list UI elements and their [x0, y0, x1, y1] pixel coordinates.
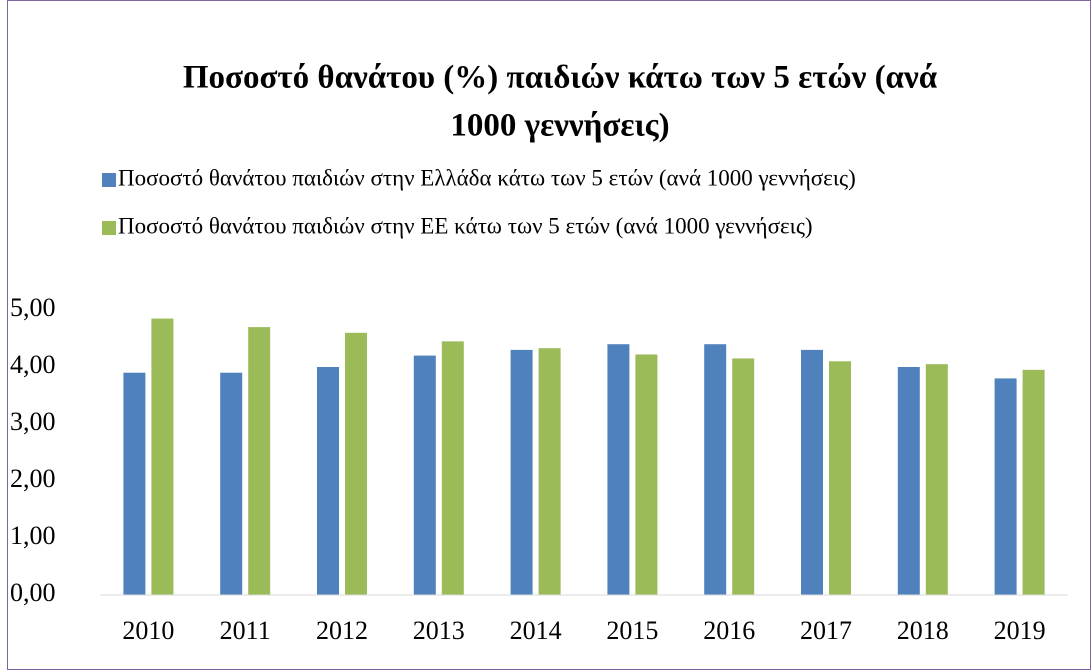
bar: [413, 355, 436, 595]
bar: [151, 318, 174, 595]
bar: [441, 341, 464, 595]
x-tick-label: 2011: [220, 616, 271, 645]
y-tick-label: 0,00: [10, 578, 56, 607]
bar: [1022, 369, 1045, 595]
legend-label: Ποσοστό θανάτου παιδιών στην Ελλάδα κάτω…: [118, 165, 856, 190]
x-tick-label: 2010: [122, 616, 174, 645]
x-tick-label: 2012: [316, 616, 368, 645]
legend-swatch: [102, 173, 116, 187]
bar: [317, 367, 339, 595]
y-tick-label: 4,00: [10, 350, 56, 379]
bar: [635, 354, 658, 595]
x-tick-label: 2014: [510, 616, 562, 645]
bar: [801, 349, 823, 595]
bar: [538, 348, 561, 595]
bar: [345, 332, 367, 595]
x-tick-label: 2015: [606, 616, 658, 645]
bar: [994, 378, 1017, 595]
bar: [897, 367, 920, 595]
y-tick-label: 5,00: [10, 293, 56, 322]
x-tick-label: 2016: [703, 616, 755, 645]
bar: [704, 344, 727, 595]
x-tick-label: 2013: [413, 616, 465, 645]
chart-title: Ποσοστό θανάτου (%) παιδιών κάτω των 5 ε…: [183, 60, 938, 96]
bar: [607, 344, 630, 595]
legend-swatch: [102, 221, 116, 235]
bar: [510, 349, 533, 595]
bar: [220, 372, 243, 595]
legend-label: Ποσοστό θανάτου παιδιών στην ΕΕ κάτω των…: [118, 213, 813, 238]
y-tick-label: 1,00: [10, 521, 56, 550]
bar: [248, 327, 271, 595]
bar: [123, 372, 146, 595]
x-tick-label: 2017: [800, 616, 852, 645]
x-tick-label: 2018: [897, 616, 949, 645]
y-tick-label: 2,00: [10, 464, 56, 493]
bar: [925, 364, 948, 595]
chart-title: 1000 γεννήσεις): [450, 108, 669, 144]
bar: [829, 361, 851, 595]
x-tick-label: 2019: [994, 616, 1046, 645]
bar: [732, 358, 755, 595]
y-tick-label: 3,00: [10, 407, 56, 436]
